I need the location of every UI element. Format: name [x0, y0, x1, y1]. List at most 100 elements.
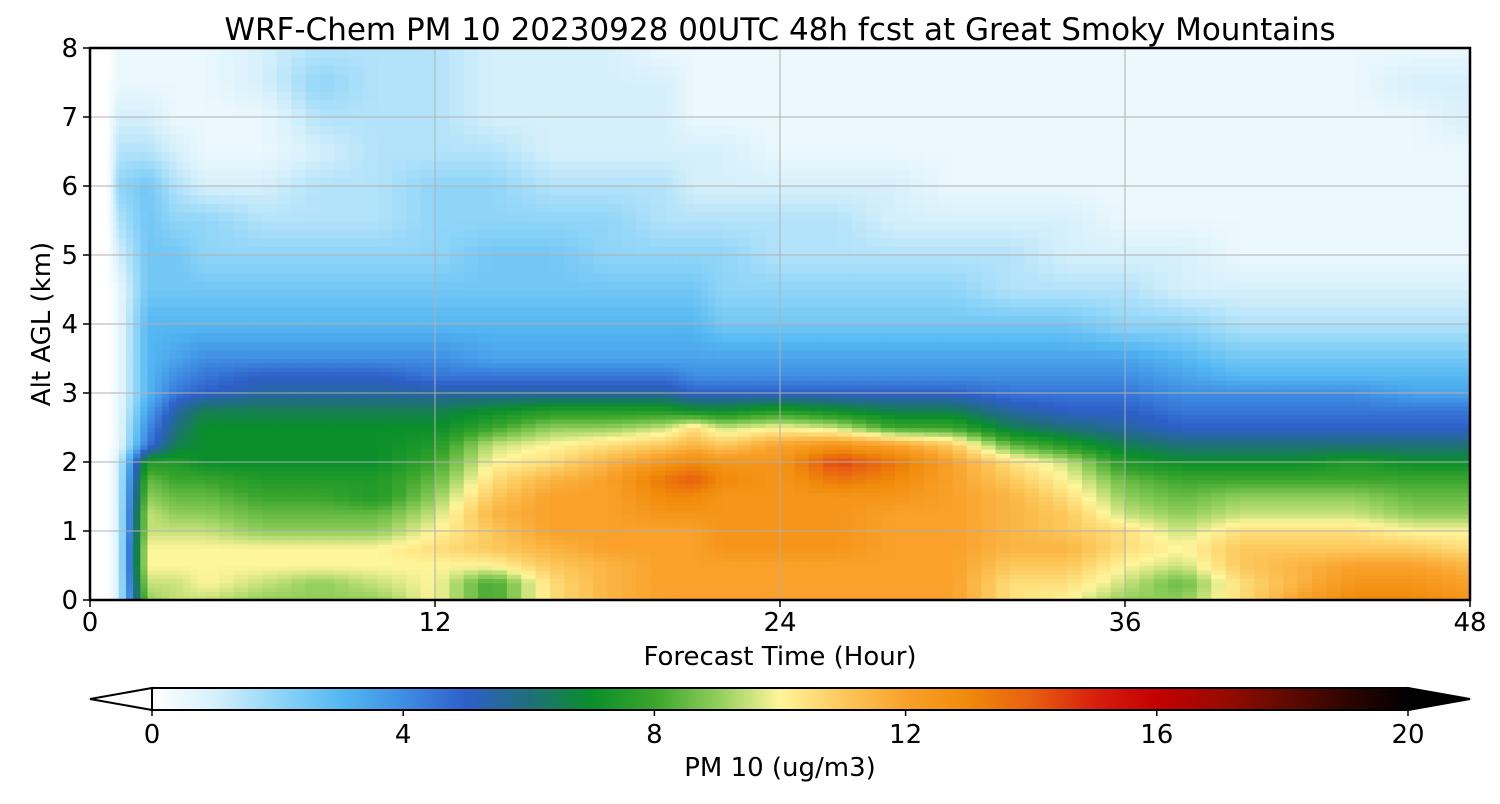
heatmap-cell: [1455, 505, 1470, 511]
heatmap-cell: [334, 487, 350, 493]
heatmap-cell: [1153, 470, 1169, 476]
heatmap-cell: [923, 462, 939, 467]
heatmap-cell: [1010, 453, 1025, 459]
heatmap-cell: [169, 483, 177, 489]
heatmap-cell: [607, 500, 623, 506]
heatmap-cell: [665, 543, 673, 549]
heatmap-cell: [866, 483, 882, 489]
heatmap-cell: [262, 474, 278, 480]
heatmap-cell: [291, 449, 307, 454]
heatmap-cell: [851, 462, 867, 467]
heatmap-cell: [1096, 410, 1112, 416]
heatmap-cell: [1326, 526, 1342, 532]
heatmap-cell: [463, 543, 479, 549]
heatmap-cell: [1355, 410, 1370, 416]
heatmap-cell: [107, 405, 111, 411]
heatmap-cell: [1038, 569, 1054, 575]
heatmap-cell: [700, 483, 709, 489]
heatmap-cell: [1383, 436, 1399, 442]
heatmap-cell: [305, 418, 321, 424]
heatmap-cell: [449, 543, 465, 549]
heatmap-cell: [1125, 440, 1140, 446]
heatmap-cell: [923, 436, 939, 442]
heatmap-cell: [115, 552, 120, 558]
heatmap-cell: [1139, 410, 1155, 416]
heatmap-cell: [107, 440, 111, 446]
heatmap-cell: [1168, 565, 1184, 571]
heatmap-cell: [1024, 513, 1040, 519]
heatmap-cell: [334, 427, 350, 433]
heatmap-cell: [118, 393, 127, 398]
heatmap-cell: [1383, 500, 1399, 506]
heatmap-cell: [161, 427, 170, 433]
heatmap-cell: [435, 548, 450, 554]
heatmap-cell: [1311, 509, 1327, 515]
heatmap-cell: [1125, 436, 1140, 442]
heatmap-cell: [1153, 561, 1169, 567]
heatmap-cell: [1125, 574, 1140, 580]
heatmap-cell: [90, 453, 95, 459]
heatmap-cell: [305, 457, 321, 463]
heatmap-cell: [110, 397, 114, 403]
heatmap-cell: [125, 582, 134, 588]
heatmap-cell: [650, 509, 666, 515]
heatmap-cell: [607, 522, 623, 528]
heatmap-cell: [765, 513, 781, 519]
heatmap-cell: [133, 531, 141, 536]
heatmap-cell: [866, 561, 882, 567]
heatmap-cell: [578, 462, 594, 467]
heatmap-cell: [1168, 474, 1184, 480]
heatmap-cell: [115, 505, 120, 511]
heatmap-cell: [435, 466, 450, 472]
heatmap-cell: [636, 414, 652, 420]
heatmap-cell: [183, 405, 192, 411]
heatmap-cell: [751, 483, 767, 489]
heatmap-cell: [736, 479, 752, 485]
heatmap-cell: [521, 483, 537, 489]
heatmap-cell: [377, 505, 393, 511]
heatmap-cell: [578, 556, 594, 562]
heatmap-cell: [463, 522, 479, 528]
heatmap-cell: [334, 483, 350, 489]
heatmap-cell: [1010, 518, 1025, 523]
heatmap-cell: [1081, 474, 1097, 480]
heatmap-cell: [650, 431, 666, 437]
heatmap-cell: [636, 522, 652, 528]
heatmap-cell: [966, 543, 982, 549]
heatmap-cell: [463, 444, 479, 450]
heatmap-cell: [176, 479, 185, 485]
heatmap-cell: [449, 578, 465, 584]
heatmap-cell: [1067, 574, 1083, 580]
heatmap-cell: [1053, 418, 1069, 424]
heatmap-cell: [1096, 474, 1112, 480]
heatmap-cell: [98, 574, 104, 580]
heatmap-cell: [125, 531, 134, 536]
heatmap-cell: [190, 440, 199, 446]
heatmap-cell: [110, 401, 114, 407]
heatmap-cell: [1139, 587, 1155, 592]
heatmap-cell: [823, 496, 839, 502]
heatmap-cell: [107, 574, 111, 580]
heatmap-cell: [320, 462, 335, 467]
heatmap-cell: [672, 578, 680, 584]
heatmap-cell: [966, 423, 982, 429]
heatmap-cell: [1441, 436, 1457, 442]
heatmap-cell: [1383, 556, 1399, 562]
heatmap-cell: [751, 595, 767, 600]
heatmap-cell: [190, 539, 199, 545]
heatmap-cell: [102, 518, 108, 523]
heatmap-cell: [672, 505, 680, 511]
heatmap-cell: [118, 500, 127, 506]
heatmap-cell: [952, 543, 968, 549]
heatmap-cell: [895, 591, 910, 597]
heatmap-cell: [1038, 470, 1054, 476]
heatmap-cell: [880, 535, 896, 541]
heatmap-cell: [478, 492, 494, 498]
heatmap-cell: [115, 487, 120, 493]
heatmap-cell: [1383, 474, 1399, 480]
heatmap-cell: [650, 444, 666, 450]
heatmap-cell: [607, 556, 623, 562]
heatmap-cell: [107, 552, 111, 558]
heatmap-cell: [291, 444, 307, 450]
heatmap-cell: [169, 535, 177, 541]
